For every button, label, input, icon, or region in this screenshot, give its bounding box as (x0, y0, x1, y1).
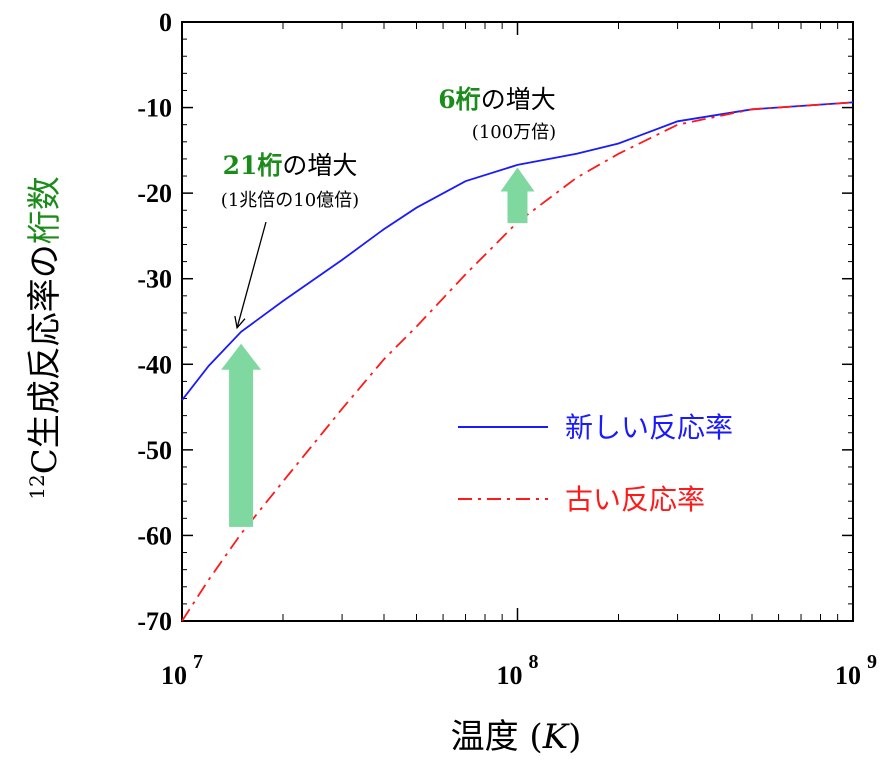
legend-label-old: 古い反応率 (565, 483, 705, 516)
annotation-6-subtitle: (100万倍) (472, 122, 556, 143)
y-axis-title: 12C生成反応率の桁数 (25, 176, 65, 499)
x-axis-title-prefix: 温度 ( (451, 717, 543, 757)
x-tick-label: 10 7 (161, 651, 203, 690)
y-tick-label: -40 (137, 350, 172, 379)
y-tick-label: -50 (137, 436, 172, 465)
x-axis-title: 温度 (K) (451, 717, 582, 757)
axes-group: 0 -10 -20 -30 -40 -50 -60 -70 10 7 10 8 10 9 (137, 8, 877, 690)
annotation-21-highlight: 21桁 (223, 151, 283, 180)
annotation-21-subtitle: (1兆倍の10億倍) (221, 190, 359, 211)
annotation-21-title: 21桁の増大 (223, 151, 358, 180)
y-tick-label: -60 (137, 521, 172, 550)
y-tick-label: -70 (137, 607, 172, 636)
x-axis-title-variable: K (542, 717, 571, 757)
annotation-21-rest: の増大 (282, 151, 357, 180)
y-tick-label: 0 (159, 8, 172, 37)
y-tick-label: -30 (137, 265, 172, 294)
x-axis-title-suffix: ) (568, 717, 581, 757)
x-tick-label-exponent: 8 (529, 651, 539, 673)
annotation-21-pointer-line (236, 221, 267, 328)
annotations-group (221, 167, 535, 527)
x-tick-label-base: 10 (835, 661, 861, 690)
annotation-6-block-arrow (500, 167, 535, 224)
y-tick-label: -10 (137, 94, 172, 123)
x-tick-label-base: 10 (161, 661, 187, 690)
series-line-new (181, 101, 854, 401)
x-tick-label-base: 10 (497, 661, 523, 690)
legend: 新しい反応率 古い反応率 (458, 411, 733, 516)
annotation-6-highlight: 6桁 (438, 85, 480, 114)
x-tick-label-exponent: 9 (867, 651, 877, 673)
y-axis-title-emphasis: 桁数 (25, 176, 65, 244)
y-axis-title-main: C生成反応率の (25, 244, 65, 474)
y-tick-label: -20 (137, 179, 172, 208)
annotation-21-block-arrow (221, 343, 262, 527)
legend-label-new: 新しい反応率 (565, 411, 733, 444)
y-axis-title-superscript: 12 (25, 474, 49, 499)
x-tick-label-exponent: 7 (193, 651, 203, 673)
annotation-21-pointer-head (234, 315, 246, 330)
x-tick-label: 10 9 (835, 651, 877, 690)
annotation-6-title: 6桁の増大 (438, 85, 555, 114)
x-tick-label: 10 8 (497, 651, 539, 690)
annotation-6-rest: の増大 (481, 85, 556, 114)
